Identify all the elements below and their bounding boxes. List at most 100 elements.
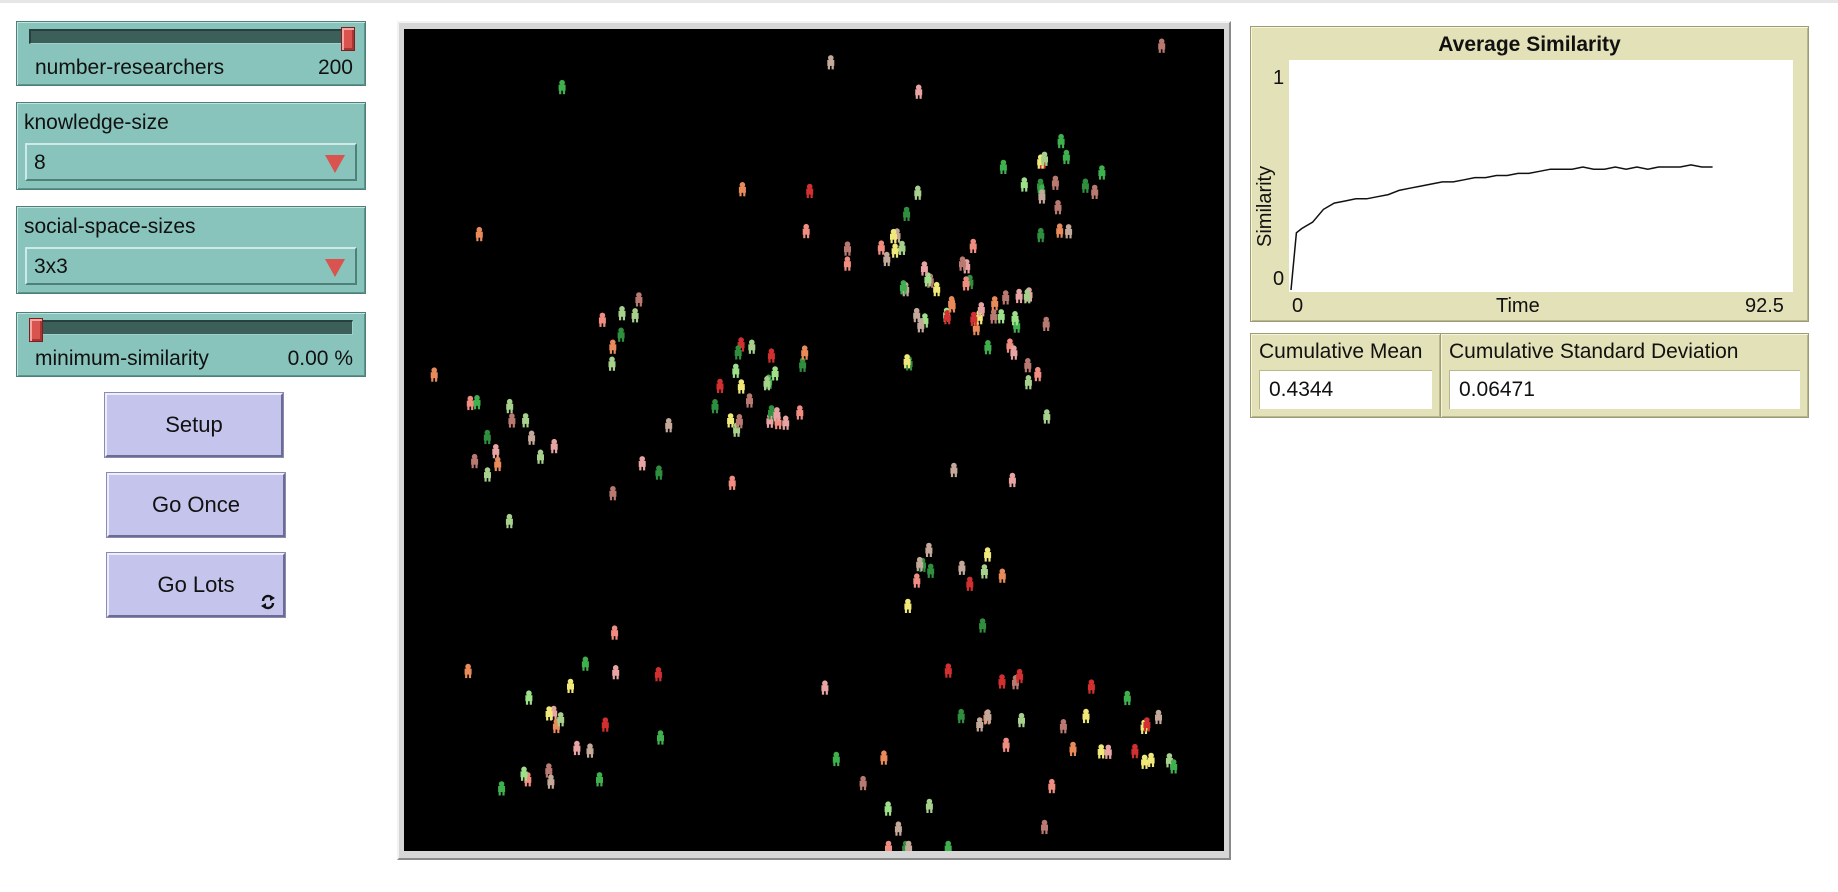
setup-button[interactable]: Setup (104, 392, 284, 458)
researcher-agent (727, 413, 735, 428)
researcher-agent (608, 356, 616, 371)
number-researchers-slider[interactable]: number-researchers 200 (16, 21, 366, 86)
researcher-agent (877, 240, 885, 255)
slider-label: number-researchers (35, 56, 225, 79)
researcher-agent (1038, 189, 1046, 204)
monitor-label: Cumulative Mean (1259, 340, 1423, 363)
researcher-agent (609, 339, 617, 354)
researcher-agent (1002, 290, 1010, 305)
researcher-agent (913, 573, 921, 588)
researcher-agent (943, 310, 951, 325)
plot-area (1289, 60, 1793, 292)
researcher-agent (927, 563, 935, 578)
chooser-dropdown[interactable]: 3x3 (25, 247, 357, 285)
slider-track[interactable] (29, 320, 353, 335)
researcher-agent (925, 798, 933, 813)
researcher-agent (767, 348, 775, 363)
researcher-agent (1008, 472, 1016, 488)
researcher-agent (1081, 178, 1089, 193)
researcher-agent (1098, 165, 1106, 180)
world-canvas[interactable] (404, 29, 1224, 851)
researcher-agent (473, 395, 481, 410)
researcher-agent (471, 453, 479, 469)
researcher-agent (991, 296, 999, 311)
researcher-agent (884, 801, 892, 816)
researcher-agent (1065, 224, 1073, 239)
researcher-agent (734, 345, 742, 360)
plot-xmax-label: 92.5 (1745, 295, 1784, 317)
slider-value: 0.00 % (287, 347, 353, 370)
social-space-sizes-chooser[interactable]: social-space-sizes 3x3 (16, 206, 366, 294)
researcher-agent (979, 618, 987, 633)
researcher-agent (1087, 679, 1095, 694)
researcher-agent (1041, 151, 1048, 166)
researcher-agent (737, 379, 745, 394)
researcher-agent (505, 513, 513, 529)
slider-track[interactable] (29, 29, 353, 44)
researcher-agent (655, 465, 663, 480)
researcher-agent (984, 340, 992, 355)
researcher-agent (1141, 754, 1149, 769)
researcher-agent (1051, 175, 1059, 190)
researcher-agent (746, 393, 753, 408)
researcher-agent (528, 430, 536, 445)
researcher-agent (654, 667, 662, 682)
average-similarity-plot[interactable]: Average Similarity 1 0 Similarity 0 Time… (1250, 26, 1809, 322)
monitor-value-box: 0.4344 (1259, 370, 1432, 409)
minimum-similarity-slider[interactable]: minimum-similarity 0.00 % (16, 312, 366, 377)
researcher-agent (832, 751, 840, 767)
dropdown-caret-icon[interactable] (325, 259, 345, 277)
researcher-agent (483, 429, 491, 445)
researcher-agent (506, 398, 514, 414)
researcher-agent (998, 674, 1006, 689)
researcher-agent (1056, 223, 1064, 238)
researcher-agent (1042, 316, 1050, 331)
researcher-agent (970, 311, 978, 326)
researcher-agent (1037, 227, 1045, 243)
researcher-agent (1123, 690, 1131, 706)
researcher-agent (430, 367, 438, 382)
researcher-agent (958, 560, 966, 575)
researcher-agent (598, 312, 606, 327)
researcher-agent (657, 730, 664, 745)
researcher-agent (520, 766, 528, 781)
researcher-agent (748, 339, 756, 354)
researcher-agent (802, 223, 810, 239)
researcher-agent (1002, 737, 1010, 752)
researcher-agent (827, 55, 835, 70)
plot-svg (1290, 164, 1713, 291)
researcher-agent (716, 378, 724, 393)
slider-thumb[interactable] (341, 27, 355, 51)
go-lots-button[interactable]: Go Lots (106, 552, 286, 618)
dropdown-caret-icon[interactable] (325, 155, 345, 173)
researcher-agent (984, 709, 992, 724)
researcher-agent (522, 413, 530, 428)
researcher-agent (903, 206, 911, 221)
researcher-agent (1041, 819, 1048, 835)
researcher-agent (612, 665, 620, 680)
world-view-frame (397, 21, 1231, 860)
researcher-agent (880, 750, 888, 765)
researcher-agent (916, 556, 924, 572)
plot-xmin-label: 0 (1292, 295, 1304, 317)
researcher-agent (581, 656, 589, 671)
researcher-agent (984, 547, 992, 562)
researcher-agent (885, 840, 892, 851)
researcher-agent (1020, 177, 1028, 192)
monitor-value-box: 0.06471 (1449, 370, 1800, 409)
researcher-agent (904, 598, 912, 613)
researcher-agent (573, 740, 581, 756)
monitor-value: 0.4344 (1269, 378, 1334, 401)
researcher-agent (1018, 712, 1025, 728)
knowledge-size-chooser[interactable]: knowledge-size 8 (16, 102, 366, 190)
researcher-agent (1011, 311, 1019, 326)
researcher-agent (962, 276, 970, 291)
go-once-button[interactable]: Go Once (106, 472, 286, 538)
researcher-agent (586, 743, 594, 758)
chooser-dropdown[interactable]: 8 (25, 143, 357, 181)
slider-thumb[interactable] (29, 318, 43, 342)
researcher-agent (796, 405, 804, 420)
researcher-agent (665, 418, 673, 433)
world-view[interactable] (404, 29, 1224, 851)
researcher-agent (821, 680, 829, 695)
